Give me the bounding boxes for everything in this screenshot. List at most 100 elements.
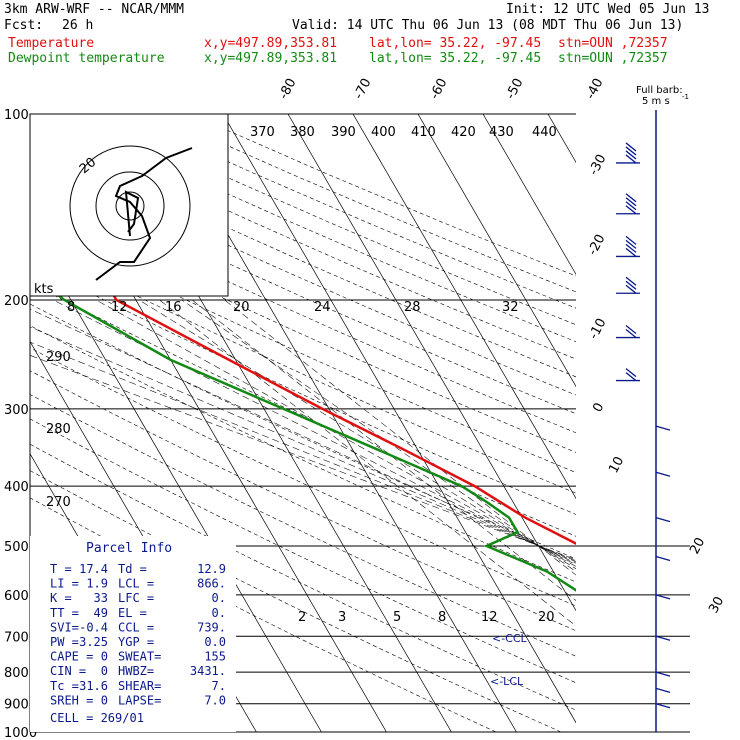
- wind-profile: [616, 110, 671, 732]
- isotherm-label: 20: [687, 535, 708, 557]
- hodograph: 20 kts: [29, 113, 229, 297]
- parcel-value: SWEAT=: [118, 650, 161, 664]
- isotherm-line: [222, 114, 576, 724]
- isotherm-label: -70: [351, 76, 374, 102]
- moist-adiabat: [138, 299, 576, 570]
- parcel-value: LI =: [50, 577, 79, 591]
- theta-label: 420: [451, 125, 476, 140]
- parcel-value: TT =: [50, 606, 79, 620]
- isotherm-line: [417, 114, 576, 388]
- isotherm-label: -80: [276, 76, 299, 102]
- wind-barb: [616, 235, 640, 258]
- parcel-value: EL =: [118, 606, 147, 620]
- parcel-value: 155: [204, 650, 226, 664]
- temperature-legend-label: Temperature: [8, 36, 95, 51]
- mixing-ratio-label: 20: [233, 300, 250, 315]
- mixing-ratio-label: 8: [67, 300, 75, 315]
- parcel-value: PW =: [50, 635, 79, 649]
- parcel-value: 0: [101, 664, 108, 678]
- parcel-value: 0.: [212, 591, 226, 605]
- hodograph-storm-motion: [124, 190, 140, 237]
- moist-adiabat: [30, 341, 576, 562]
- wind-barb: [616, 325, 640, 339]
- theta-label-left: 270: [46, 495, 71, 510]
- parcel-value: T =: [50, 562, 72, 576]
- dry-adiabat: [30, 242, 576, 494]
- isotherm-label: 0: [590, 401, 607, 415]
- wind-barb: [655, 635, 671, 641]
- parcel-value: LCL =: [118, 577, 154, 591]
- wind-barb: [655, 703, 671, 709]
- isotherm-line: [547, 114, 576, 163]
- theta-label-left: 280: [46, 422, 71, 437]
- wind-barb: [655, 517, 671, 523]
- parcel-value: 17.4: [79, 562, 108, 576]
- isotherm-label: 10: [606, 454, 627, 476]
- temperature-station: stn=OUN ,72357: [558, 36, 668, 51]
- moist-adiabat: [95, 299, 576, 567]
- isotherm-line: [352, 114, 576, 500]
- theta-label: 440: [532, 125, 557, 140]
- wind-barb: [616, 142, 640, 164]
- dry-adiabat: [30, 418, 576, 684]
- theta-label: 370: [250, 125, 275, 140]
- theta-label: 400: [371, 125, 396, 140]
- wind-barb: [655, 687, 671, 694]
- forecast-label: Fcst:: [4, 18, 44, 33]
- pressure-tick-label: 600: [4, 589, 29, 604]
- parcel-value: YGP =: [118, 635, 154, 649]
- isotherm-line: [30, 228, 322, 732]
- pressure-tick-label: 800: [4, 666, 29, 681]
- parcel-value: 33: [94, 591, 108, 605]
- parcel-value: SHEAR=: [118, 679, 161, 693]
- wind-barb: [655, 555, 671, 562]
- dry-adiabat: [30, 133, 576, 378]
- parcel-info-panel: Parcel Info T = 17.4 Td = 12.9 LI = 1.9 LCL = 8…: [30, 536, 236, 732]
- dry-adiabat: [190, 114, 576, 277]
- dewpoint-latlon: lat,lon= 35.22, -97.45: [369, 51, 542, 66]
- wind-barb: [655, 471, 671, 477]
- init-time: Init: 12 UTC Wed 05 Jun 13: [506, 2, 710, 17]
- parcel-value: CCL =: [118, 620, 154, 634]
- sounding-header: 3km ARW-WRF -- NCAR/MMM Init: 12 UTC Wed…: [0, 0, 740, 70]
- parcel-value: -0.4: [79, 620, 108, 634]
- hodograph-ring-outer: [69, 145, 191, 267]
- mixing-ratio-label: 32: [502, 300, 519, 315]
- pressure-tick-label: 500: [4, 540, 29, 555]
- isotherm-label: -50: [503, 76, 526, 102]
- isotherm-label: -10: [586, 316, 609, 342]
- parcel-value: 7.: [212, 679, 226, 693]
- model-title: 3km ARW-WRF -- NCAR/MMM: [4, 2, 185, 17]
- dewpoint-xy: x,y=497.89,353.81: [204, 51, 338, 66]
- temperature-latlon: lat,lon= 35.22, -97.45: [369, 36, 542, 51]
- pressure-tick-label: 900: [4, 698, 29, 713]
- parcel-value: 0.0: [204, 635, 226, 649]
- theta-label: 390: [331, 125, 356, 140]
- parcel-value: 31.6: [79, 679, 108, 693]
- parcel-value: 49: [94, 606, 108, 620]
- mixing-ratio-label-lower: 3: [338, 610, 346, 625]
- theta-label: 430: [489, 125, 514, 140]
- mixing-ratio-label-lower: 8: [438, 610, 446, 625]
- parcel-value: 12.9: [197, 562, 226, 576]
- ccl-marker: <-CCL: [492, 632, 528, 645]
- isotherm-label: -30: [586, 152, 609, 178]
- parcel-value: 1.9: [86, 577, 108, 591]
- pressure-tick-label: 300: [4, 403, 29, 418]
- parcel-value: SREH =: [50, 693, 93, 707]
- wind-barb: [616, 276, 640, 294]
- parcel-value: 0: [101, 650, 108, 664]
- dry-adiabat: [30, 325, 576, 583]
- isotherm-label: 30: [706, 594, 727, 616]
- parcel-value: K =: [50, 591, 72, 605]
- barb-legend-title: Full barb:: [636, 85, 683, 96]
- isotherm-line: [287, 114, 576, 612]
- isotherm-line: [678, 114, 740, 732]
- wind-barb: [655, 425, 671, 431]
- moist-adiabat: [30, 308, 576, 564]
- barb-legend-unit-exp: -1: [682, 93, 689, 101]
- wind-barb: [616, 193, 640, 215]
- dewpoint-legend-label: Dewpoint temperature: [8, 51, 165, 66]
- parcel-value: LAPSE=: [118, 693, 161, 707]
